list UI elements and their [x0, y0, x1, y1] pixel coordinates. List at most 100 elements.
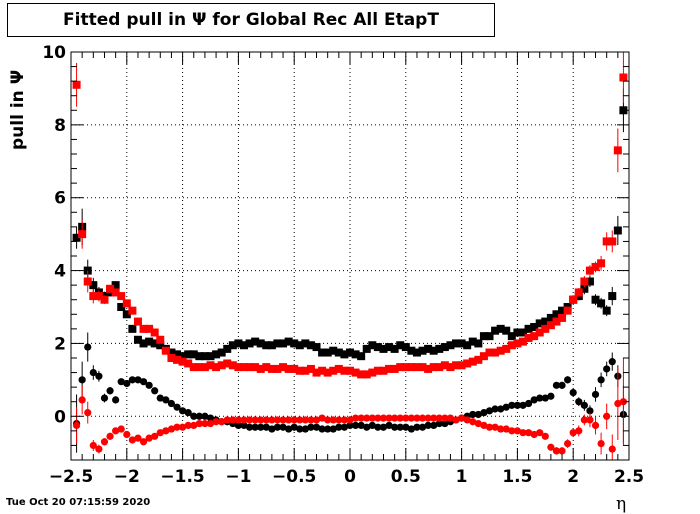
- data-point-square: [463, 341, 472, 350]
- data-point-circle: [597, 440, 605, 448]
- data-point-square: [223, 344, 232, 353]
- data-point-circle: [564, 440, 572, 448]
- data-point-square: [457, 339, 466, 348]
- data-point-circle: [279, 416, 287, 424]
- data-point-circle: [569, 429, 577, 437]
- data-point-circle: [547, 443, 555, 451]
- data-point-square: [535, 328, 544, 337]
- data-point-circle: [123, 379, 131, 388]
- data-point-square: [78, 230, 87, 239]
- data-point-square: [318, 348, 327, 357]
- data-point-square: [234, 339, 243, 348]
- data-point-circle: [430, 421, 438, 429]
- data-point-circle: [580, 416, 588, 424]
- data-point-square: [128, 324, 137, 333]
- data-point-circle: [480, 421, 488, 429]
- data-point-circle: [469, 410, 477, 419]
- data-point-circle: [167, 425, 176, 433]
- data-point-square: [234, 363, 243, 372]
- data-point-circle: [290, 416, 298, 424]
- data-point-circle: [329, 425, 337, 433]
- data-point-circle: [424, 414, 432, 422]
- data-point-square: [111, 281, 120, 290]
- timestamp: Tue Oct 20 07:15:59 2020: [6, 497, 151, 508]
- data-point-circle: [106, 387, 114, 395]
- data-point-square: [267, 364, 276, 373]
- data-point-square: [491, 326, 500, 335]
- data-point-square: [552, 310, 561, 319]
- data-point-square: [591, 262, 600, 271]
- data-point-square: [524, 333, 533, 342]
- data-point-circle: [485, 423, 494, 431]
- data-point-circle: [84, 343, 92, 351]
- data-point-circle: [112, 396, 120, 404]
- data-point-square: [279, 363, 288, 372]
- data-point-circle: [106, 432, 114, 440]
- data-point-square: [301, 339, 310, 348]
- data-point-circle: [112, 427, 120, 435]
- axes: −2.5 −2 −1.5 −1 −0.5 0 0.5 1 1.5 2 2.5 0 2 4 6 8 10: [42, 43, 644, 487]
- data-point-circle: [558, 447, 566, 455]
- data-point-square: [362, 344, 371, 353]
- data-point-square: [262, 363, 271, 372]
- data-point-circle: [72, 421, 81, 429]
- data-point-square: [418, 363, 427, 372]
- data-point-circle: [173, 403, 181, 411]
- data-point-square: [401, 363, 410, 372]
- data-point-square: [580, 284, 589, 293]
- data-point-circle: [413, 414, 421, 422]
- data-point-square: [228, 341, 237, 350]
- data-point-square: [468, 337, 477, 346]
- data-point-square: [546, 321, 555, 330]
- data-point-circle: [173, 423, 181, 431]
- data-point-circle: [513, 427, 522, 435]
- data-point-square: [530, 323, 539, 332]
- data-point-circle: [586, 416, 594, 424]
- data-point-circle: [357, 414, 365, 422]
- data-point-square: [301, 366, 310, 375]
- data-point-square: [541, 317, 550, 326]
- data-point-square: [463, 359, 472, 368]
- data-point-circle: [206, 414, 215, 422]
- data-point-circle: [285, 416, 293, 424]
- data-point-square: [251, 363, 260, 372]
- data-point-circle: [474, 410, 482, 419]
- data-point-circle: [273, 416, 282, 424]
- data-point-circle: [84, 409, 92, 417]
- data-point-circle: [564, 376, 572, 384]
- data-point-square: [591, 295, 600, 304]
- data-point-square: [362, 370, 371, 379]
- data-point-square: [346, 366, 354, 375]
- data-point-circle: [190, 412, 198, 420]
- data-point-circle: [452, 416, 460, 424]
- data-point-square: [535, 319, 544, 328]
- data-point-square: [150, 339, 159, 348]
- data-point-square: [613, 226, 622, 235]
- data-point-square: [83, 277, 92, 286]
- data-point-square: [133, 317, 142, 326]
- y-tick-label: 2: [54, 334, 66, 354]
- data-point-circle: [407, 414, 415, 422]
- data-point-square: [585, 266, 594, 275]
- data-point-circle: [474, 419, 482, 428]
- data-point-square: [390, 344, 399, 353]
- data-point-square: [491, 348, 500, 357]
- data-point-circle: [591, 421, 600, 429]
- data-point-square: [323, 348, 332, 357]
- data-point-circle: [184, 421, 192, 429]
- data-point-circle: [134, 376, 142, 384]
- data-point-square: [139, 324, 148, 333]
- data-point-square: [546, 313, 555, 322]
- data-point-square: [100, 295, 109, 304]
- data-point-circle: [351, 414, 360, 422]
- data-point-circle: [257, 423, 265, 431]
- data-point-circle: [547, 392, 555, 400]
- data-point-circle: [435, 419, 443, 428]
- data-point-square: [368, 341, 377, 350]
- data-point-circle: [552, 447, 561, 455]
- data-point-circle: [524, 429, 533, 437]
- data-point-circle: [368, 414, 376, 422]
- data-point-circle: [268, 416, 276, 424]
- data-point-circle: [497, 405, 505, 413]
- data-point-square: [502, 326, 511, 335]
